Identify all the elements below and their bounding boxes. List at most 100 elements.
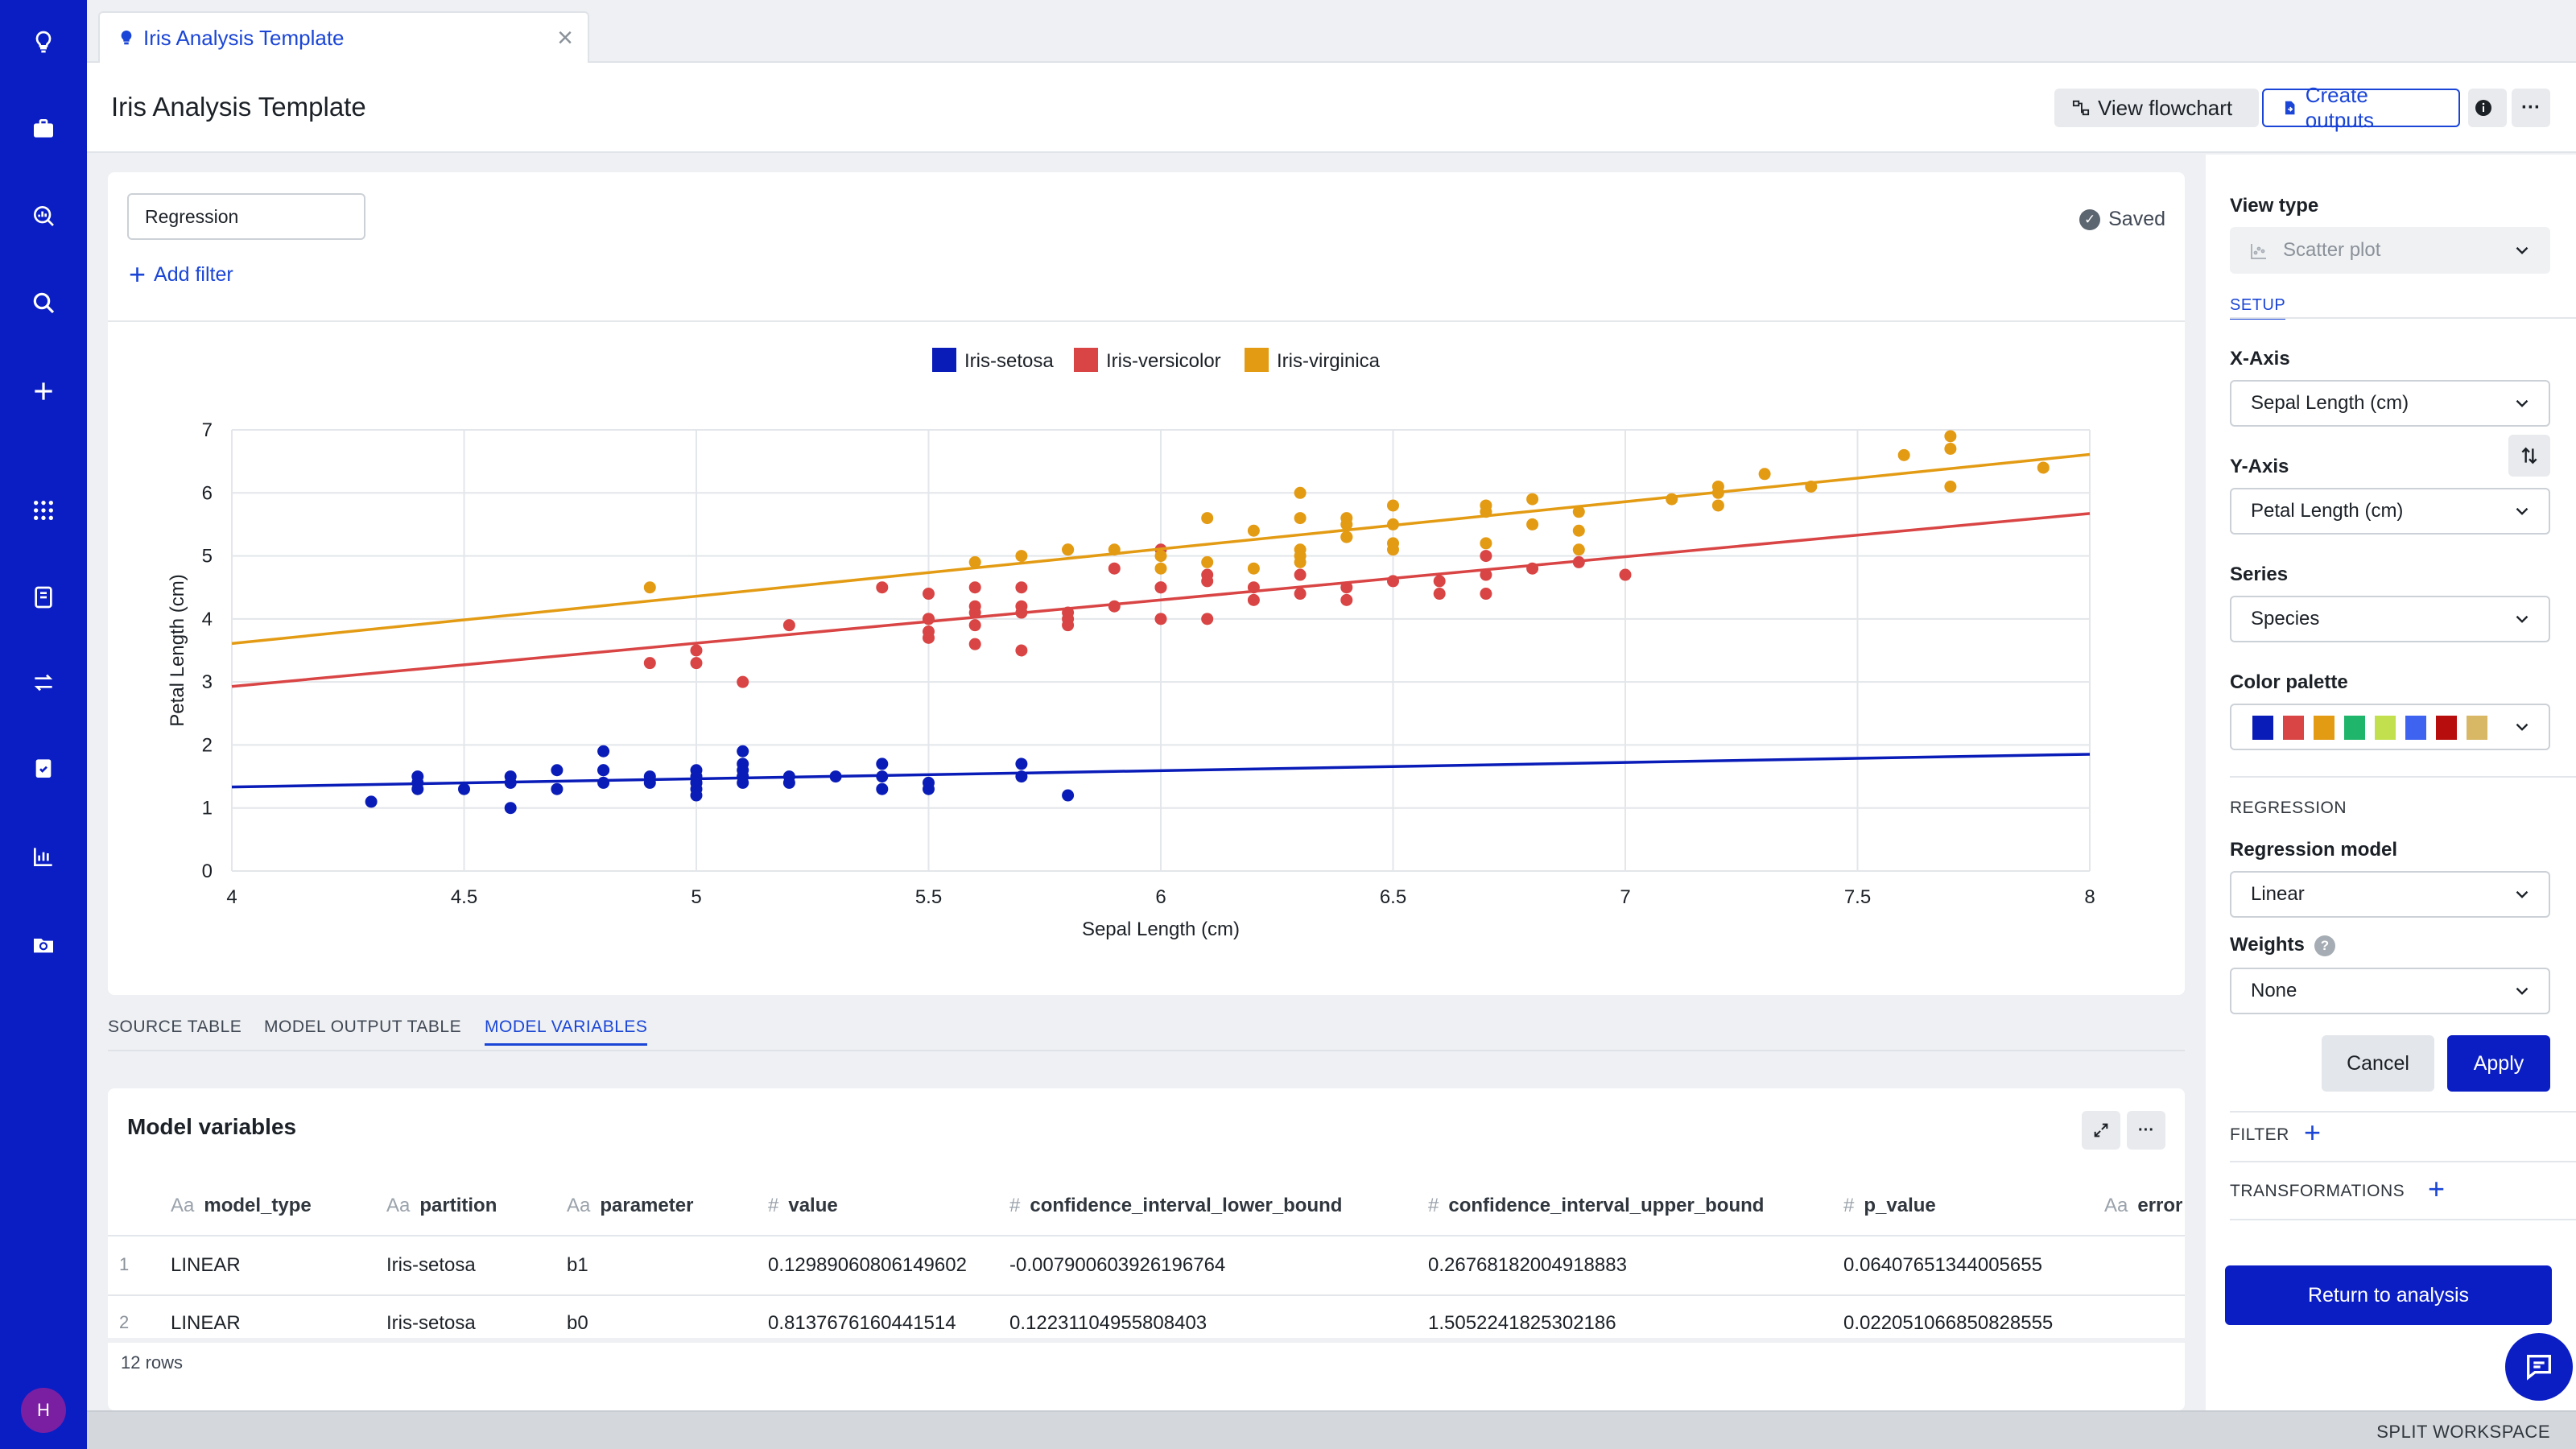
tab-model-variables[interactable]: MODEL VARIABLES	[485, 1018, 648, 1046]
view-flowchart-label: View flowchart	[2098, 95, 2233, 120]
weights-select[interactable]: None	[2230, 968, 2550, 1014]
data-point	[1015, 550, 1028, 563]
column-header[interactable]: Aa error	[2104, 1195, 2183, 1216]
x-tick-label: 4	[226, 886, 237, 908]
more-options-button[interactable]: ···	[2512, 89, 2550, 127]
table-row[interactable]: 2 LINEAR Iris-setosa b0 0.81376761604415…	[108, 1294, 2185, 1352]
column-header[interactable]: Aa parameter	[567, 1195, 694, 1216]
help-icon[interactable]: ?	[2314, 935, 2335, 956]
table-cell: b1	[567, 1254, 588, 1276]
clipboard-check-icon[interactable]	[0, 744, 87, 792]
data-point	[1572, 524, 1585, 537]
data-point	[504, 802, 517, 815]
apply-button[interactable]: Apply	[2447, 1035, 2550, 1092]
data-point	[1340, 530, 1353, 543]
close-icon[interactable]: ×	[557, 23, 573, 53]
column-header[interactable]: # p_value	[1843, 1195, 1936, 1216]
text-type-icon: Aa	[171, 1195, 195, 1216]
data-point	[690, 657, 703, 670]
filter-section-title: FILTER	[2230, 1125, 2289, 1144]
lightbulb-icon	[121, 30, 132, 45]
column-header[interactable]: # value	[768, 1195, 838, 1216]
text-type-icon: Aa	[2104, 1195, 2128, 1216]
expand-button[interactable]	[2082, 1111, 2120, 1150]
transfer-icon[interactable]	[0, 658, 87, 707]
cancel-button[interactable]: Cancel	[2322, 1035, 2434, 1092]
y-axis-label: Y-Axis	[2230, 456, 2289, 477]
table-cell: 1.5052241825302186	[1428, 1312, 1616, 1334]
chat-button[interactable]	[2505, 1333, 2573, 1401]
column-header[interactable]: # confidence_interval_lower_bound	[1009, 1195, 1343, 1216]
y-tick-label: 4	[202, 609, 213, 630]
split-workspace-button[interactable]: SPLIT WORKSPACE	[2376, 1422, 2550, 1442]
series-label: Series	[2230, 564, 2289, 585]
swap-axes-button[interactable]	[2508, 435, 2550, 477]
add-filter-button[interactable]: + Add filter	[129, 260, 233, 289]
data-point	[1619, 568, 1632, 581]
folder-sync-icon[interactable]	[0, 921, 87, 969]
x-axis-select[interactable]: Sepal Length (cm)	[2230, 380, 2550, 427]
view-type-select[interactable]: Scatter plot	[2230, 227, 2550, 274]
data-point	[1572, 543, 1585, 556]
apps-grid-icon[interactable]	[0, 486, 87, 535]
data-point	[1015, 581, 1028, 594]
number-type-icon: #	[1428, 1195, 1439, 1216]
data-point	[876, 758, 889, 770]
table-cell: LINEAR	[171, 1312, 241, 1334]
series-select[interactable]: Species	[2230, 596, 2550, 642]
divider	[2230, 1161, 2576, 1162]
data-point	[1526, 493, 1539, 506]
y-tick-label: 7	[202, 419, 213, 441]
return-to-analysis-button[interactable]: Return to analysis	[2225, 1265, 2552, 1325]
column-header[interactable]: # confidence_interval_upper_bound	[1428, 1195, 1765, 1216]
table-row[interactable]: 1 LINEAR Iris-setosa b1 0.12989060806149…	[108, 1236, 2185, 1294]
column-header[interactable]: Aa model_type	[171, 1195, 312, 1216]
color-palette-select[interactable]	[2230, 704, 2550, 750]
plus-icon[interactable]	[0, 367, 87, 415]
tab-model-output-table[interactable]: MODEL OUTPUT TABLE	[264, 1018, 462, 1036]
chat-icon	[2527, 1355, 2551, 1381]
regression-line	[231, 512, 2091, 688]
weights-label: Weights?	[2230, 934, 2335, 956]
filter-name-input[interactable]: Regression	[127, 193, 365, 240]
column-header[interactable]: Aa partition	[386, 1195, 497, 1216]
table-cell: 0.8137676160441514	[768, 1312, 956, 1334]
table-cell: 0.022051066850828555	[1843, 1312, 2054, 1334]
add-transformation-plus-icon[interactable]: +	[2428, 1172, 2446, 1205]
create-outputs-button[interactable]: Create outputs	[2262, 83, 2460, 132]
bar-chart-icon[interactable]	[0, 832, 87, 881]
chevron-down-icon	[2516, 723, 2529, 731]
notebook-icon[interactable]	[0, 573, 87, 621]
data-point	[690, 644, 703, 657]
briefcase-icon[interactable]	[0, 105, 87, 153]
horizontal-scrollbar[interactable]	[108, 1338, 2185, 1343]
table-cell: LINEAR	[171, 1254, 241, 1276]
regression-model-select[interactable]: Linear	[2230, 871, 2550, 918]
table-cell: Iris-setosa	[386, 1312, 476, 1334]
y-axis-select[interactable]: Petal Length (cm)	[2230, 488, 2550, 535]
data-point	[1340, 593, 1353, 606]
analytics-search-icon[interactable]	[0, 192, 87, 240]
more-options-button[interactable]: ···	[2127, 1111, 2165, 1150]
view-flowchart-button[interactable]: View flowchart	[2054, 89, 2259, 127]
data-point	[1015, 770, 1028, 783]
tab-iris-analysis[interactable]: Iris Analysis Template ×	[98, 11, 589, 63]
data-point	[1201, 575, 1214, 588]
x-tick-label: 4.5	[451, 886, 477, 908]
data-point	[1572, 506, 1585, 518]
data-point	[1062, 789, 1075, 802]
data-point	[551, 764, 564, 777]
tab-setup[interactable]: SETUP	[2230, 296, 2286, 320]
divider	[2230, 1111, 2576, 1113]
search-icon[interactable]	[0, 279, 87, 327]
y-axis-value: Petal Length (cm)	[2251, 500, 2404, 522]
info-button[interactable]	[2468, 89, 2507, 127]
palette-swatch	[2344, 715, 2365, 740]
lightbulb-logo-icon[interactable]	[0, 18, 87, 66]
tab-source-table[interactable]: SOURCE TABLE	[108, 1018, 242, 1036]
data-point	[1340, 518, 1353, 530]
document-export-icon	[2285, 101, 2295, 115]
user-avatar[interactable]: H	[21, 1388, 66, 1433]
x-tick-label: 5	[691, 886, 701, 908]
add-filter-plus-icon[interactable]: +	[2304, 1116, 2322, 1149]
